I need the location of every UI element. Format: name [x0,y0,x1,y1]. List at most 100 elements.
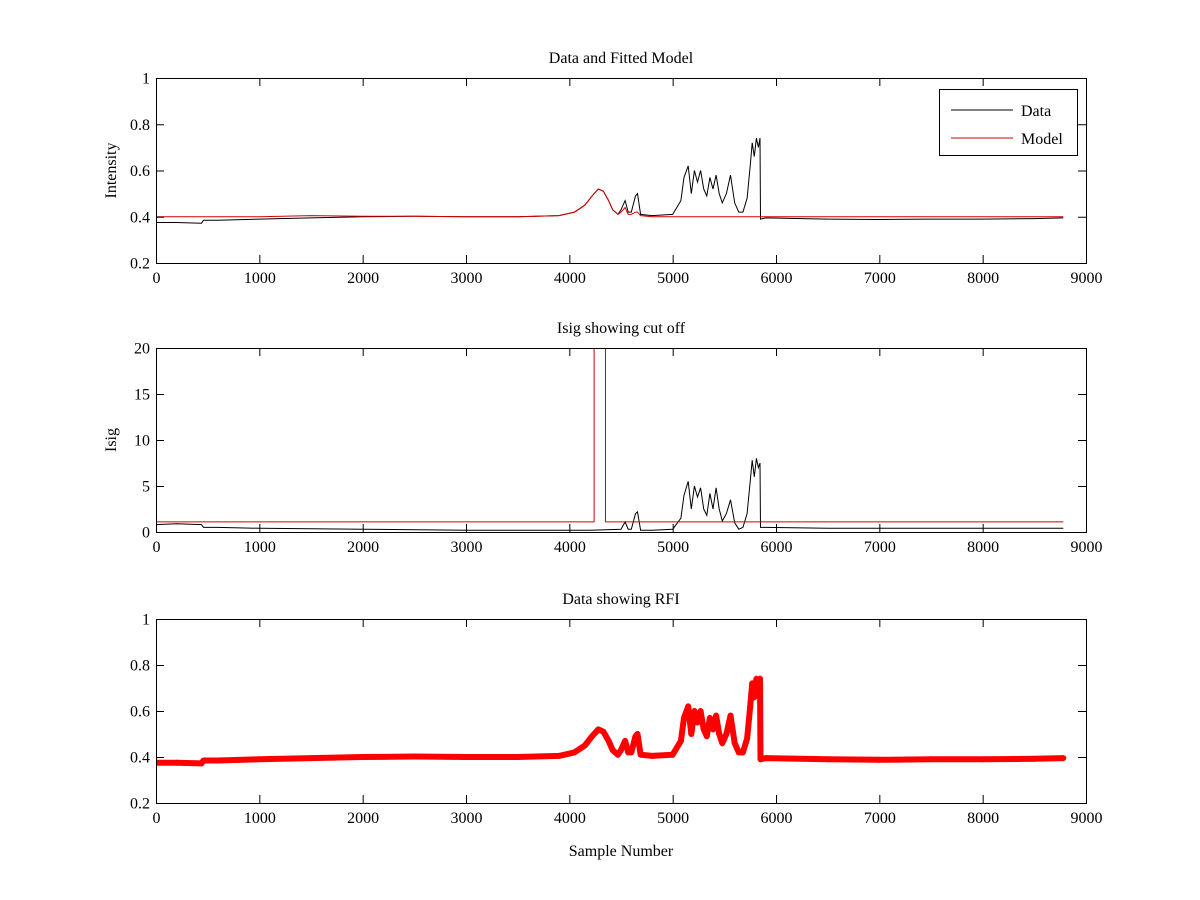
data-point [359,754,366,760]
y-axis-label: Isig [103,428,120,452]
x-tick-label: 6000 [761,270,793,287]
series-markers [156,675,1067,767]
data-point [876,756,883,763]
data-point [571,749,578,756]
x-axis-label: Sample Number [569,843,674,860]
y-tick-label: 1 [142,71,150,88]
data-point [156,759,159,766]
x-tick-label: 8000 [967,539,999,556]
data-point [713,712,720,719]
y-tick-label: 10 [134,433,150,450]
data-point [739,749,746,756]
series-line-2 [156,348,1064,523]
data-point [637,751,644,758]
legend-label-data: Data [1021,103,1051,120]
data-point [614,751,621,758]
y-tick-label: 0.6 [130,163,150,180]
data-point [622,737,629,744]
data-point [694,719,701,726]
data-point [688,731,695,737]
data-point [600,728,607,735]
x-tick-label: 1000 [244,810,276,827]
data-point [762,755,769,762]
data-point [618,747,624,754]
legend: Data Model [939,89,1078,156]
data-point [697,708,704,714]
chart-1: 0 1000 2000 3000 4000 5000 6000 7000 8000 9000 0.2… [103,50,1103,287]
plot-area [156,137,1064,224]
y-tick-label: 0.6 [130,704,150,721]
y-tick-label: 0.8 [130,658,150,675]
data-point [747,703,754,710]
x-tick-label: 1000 [244,539,276,556]
y-axis-label: Intensity [103,143,120,199]
x-tick-label: 7000 [864,810,896,827]
data-point [731,740,738,747]
series-line-model [156,188,1064,218]
data-point [200,757,207,764]
y-tick-label: 0.2 [130,256,150,273]
x-tick-label: 2000 [347,539,379,556]
x-tick-label: 9000 [1071,270,1103,287]
data-point [589,733,596,740]
x-tick-label: 0 [153,270,161,287]
data-point [700,726,707,733]
data-point [605,737,612,744]
y-tick-label: 0.4 [130,750,150,767]
data-point [757,756,764,763]
data-point [824,756,831,763]
data-point [691,708,698,714]
y-tick-label: 0.8 [130,117,150,134]
data-point [681,714,688,721]
plot-area [156,348,1064,531]
data-point [628,749,635,756]
data-point [716,731,723,737]
data-point [463,754,469,760]
data-point [649,752,655,759]
data-point [685,703,692,710]
chart-title: Data showing RFI [562,591,679,608]
x-tick-label: 6000 [761,810,793,827]
x-tick-label: 8000 [967,270,999,287]
legend-box [939,89,1078,156]
y-tick-label: 15 [134,387,150,404]
data-point [1031,755,1038,762]
x-tick-label: 1000 [244,270,276,287]
data-point [727,712,734,719]
y-tick-label: 5 [142,479,150,496]
x-tick-label: 3000 [451,539,483,556]
data-point [723,731,730,737]
chart-title: Isig showing cut off [557,320,686,337]
data-point [609,747,616,754]
data-point [669,751,676,758]
x-tick-label: 7000 [864,270,896,287]
data-point [173,759,180,766]
series-line-1 [156,458,1064,531]
x-tick-label: 3000 [451,270,483,287]
data-point [514,754,521,760]
chart-3: 0 1000 2000 3000 4000 5000 6000 7000 8000 9000 0.2… [130,591,1103,860]
chart-title: Data and Fitted Model [549,50,694,67]
x-tick-label: 8000 [967,810,999,827]
x-tick-label: 9000 [1071,539,1103,556]
y-tick-label: 0.4 [130,209,150,226]
data-point [751,694,758,701]
plot-area [156,675,1067,767]
data-point [709,726,716,733]
x-tick-label: 7000 [864,539,896,556]
data-point [595,726,602,733]
y-tick-label: 20 [134,341,150,358]
x-tick-label: 4000 [554,810,586,827]
data-point [581,742,588,749]
x-tick-label: 5000 [657,270,689,287]
data-point [1060,755,1067,762]
x-tick-label: 5000 [657,810,689,827]
x-tick-label: 0 [153,539,161,556]
data-point [215,757,221,764]
data-point [756,675,763,682]
data-point [979,756,986,763]
data-point [703,733,710,740]
x-tick-label: 5000 [657,539,689,556]
data-point [256,756,263,763]
